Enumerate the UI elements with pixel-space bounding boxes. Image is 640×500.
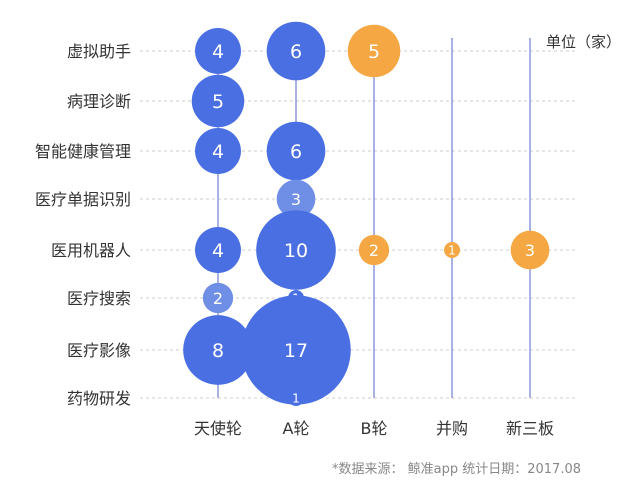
y-label: 医疗搜索 [67, 289, 131, 308]
bubble [266, 121, 326, 181]
bubble [276, 179, 316, 219]
bubble [266, 21, 326, 81]
x-label: 天使轮 [194, 419, 242, 438]
y-label: 医疗影像 [67, 341, 131, 360]
bubble [241, 295, 351, 405]
bubble-value: 4 [212, 41, 224, 63]
bubble-value: 4 [212, 141, 224, 163]
bubble-value: 8 [212, 340, 224, 362]
bubble-value: 2 [213, 289, 223, 308]
bubble [183, 315, 253, 385]
y-label: 智能健康管理 [35, 142, 131, 161]
source-note: *数据来源： 鲸准app 统计日期：2017.08 [332, 462, 581, 477]
bubble-value: 6 [290, 141, 302, 163]
bubble [444, 242, 460, 258]
bubble [195, 227, 241, 273]
bubble-value: 17 [284, 340, 308, 362]
y-label: 药物研发 [67, 389, 131, 408]
y-label: 医疗单据识别 [35, 190, 131, 209]
bubble-value: 6 [290, 41, 302, 63]
x-label: 并购 [436, 419, 468, 438]
bubble-value: 3 [291, 190, 301, 209]
bubble [510, 230, 550, 270]
bubble [202, 282, 234, 314]
bubble [195, 128, 241, 174]
bubble-value: 2 [369, 241, 379, 260]
x-label: A轮 [283, 419, 310, 438]
bubble-value: 5 [212, 91, 224, 113]
y-label: 病理诊断 [67, 92, 131, 111]
bubble [288, 390, 304, 406]
bubble-value: 1 [292, 391, 300, 405]
unit-label: 单位（家） [546, 33, 622, 51]
bubble [347, 24, 401, 78]
bubble-value: 3 [525, 241, 535, 260]
bubble-value: 10 [284, 240, 308, 262]
bubble [256, 210, 336, 290]
bubble-value: 4 [212, 240, 224, 262]
bubble [358, 234, 390, 266]
y-label: 医用机器人 [51, 241, 131, 260]
bubble-value: 1 [448, 243, 456, 257]
x-label: B轮 [361, 419, 388, 438]
bubble [191, 74, 245, 128]
y-label: 虚拟助手 [67, 42, 131, 61]
bubble [195, 28, 241, 74]
x-label: 新三板 [506, 419, 554, 438]
bubble-value: 5 [368, 41, 380, 63]
